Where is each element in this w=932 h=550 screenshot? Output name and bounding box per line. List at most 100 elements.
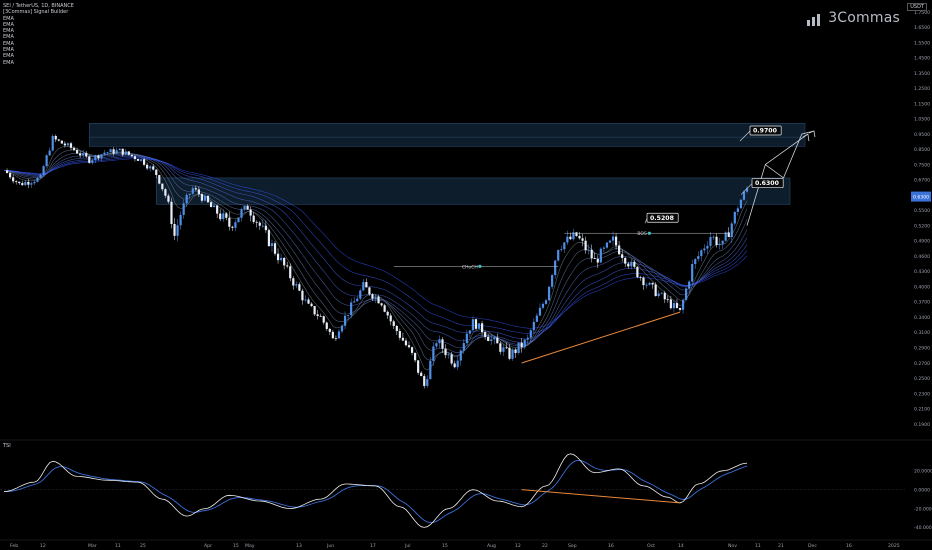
candle-body bbox=[319, 315, 322, 317]
price-tick-label: 0.1900 bbox=[914, 422, 930, 428]
candle-body bbox=[532, 321, 535, 331]
candle-body bbox=[505, 347, 508, 349]
candle-body bbox=[474, 319, 478, 329]
candle-body bbox=[280, 257, 283, 261]
tsi-title[interactable]: TSI bbox=[3, 443, 11, 449]
annotations: 0.9700 0.6300 0.5208 CHoCH BOS bbox=[393, 125, 816, 364]
candle-body bbox=[188, 193, 191, 195]
candle-body bbox=[197, 189, 200, 195]
candle-body bbox=[152, 166, 155, 170]
divergence-line-price bbox=[521, 311, 681, 364]
candle-body bbox=[164, 189, 167, 196]
brand-name: 3Commas bbox=[828, 10, 900, 26]
price-tick-label: 0.3700 bbox=[914, 300, 930, 306]
candle-body bbox=[636, 266, 639, 278]
candle-body bbox=[547, 286, 551, 301]
candle-body bbox=[685, 288, 688, 300]
candle-body bbox=[441, 339, 444, 349]
time-tick-label: 15 bbox=[442, 543, 448, 549]
candle-body bbox=[657, 293, 660, 297]
time-tick-label: 11 bbox=[115, 543, 121, 549]
candle-body bbox=[307, 299, 310, 304]
symbol-title[interactable]: SEI / TetherUS, 1D, BINANCE bbox=[3, 3, 74, 9]
candle-body bbox=[739, 199, 743, 209]
ema-label[interactable]: EMA bbox=[3, 53, 14, 60]
candle-body bbox=[206, 195, 210, 203]
candle-body bbox=[343, 315, 347, 326]
candle-body bbox=[703, 248, 706, 251]
candle-body bbox=[283, 257, 286, 266]
candle-body bbox=[112, 149, 115, 154]
ema-label[interactable]: EMA bbox=[3, 47, 14, 54]
candle-body bbox=[477, 323, 481, 329]
ema-label[interactable]: EMA bbox=[3, 28, 14, 35]
candle-body bbox=[185, 194, 188, 204]
candle-body bbox=[487, 336, 490, 341]
candle-body bbox=[681, 299, 685, 310]
candle-body bbox=[39, 174, 42, 178]
indicator-title[interactable]: [3Commas] Signal Builder bbox=[3, 9, 69, 16]
time-tick-label: 11 bbox=[755, 543, 761, 549]
candle-body bbox=[386, 311, 389, 316]
projection-arrow-icon bbox=[808, 130, 816, 138]
candle-body bbox=[337, 331, 341, 339]
currency-badge[interactable]: USDT bbox=[907, 3, 927, 11]
candle-body bbox=[69, 143, 73, 148]
candle-body bbox=[417, 360, 420, 373]
candle-body bbox=[736, 208, 739, 212]
candle-body bbox=[554, 260, 557, 276]
candle-body bbox=[730, 223, 733, 238]
candle-body bbox=[33, 181, 36, 184]
candle-body bbox=[630, 261, 633, 267]
candle-body bbox=[240, 209, 243, 218]
choch-dot-icon bbox=[478, 264, 482, 268]
candle-body bbox=[267, 230, 271, 247]
candle-body bbox=[356, 298, 359, 302]
candle-body bbox=[584, 240, 587, 251]
candle-body bbox=[173, 223, 176, 236]
candle-body bbox=[216, 205, 219, 214]
ema-label[interactable]: EMA bbox=[3, 40, 14, 47]
price-tick-label: 1.7500 bbox=[914, 10, 930, 16]
candle-body bbox=[60, 140, 63, 144]
candle-body bbox=[243, 205, 246, 210]
ema-label[interactable]: EMA bbox=[3, 59, 14, 66]
candle-body bbox=[121, 148, 124, 155]
candle-body bbox=[648, 282, 651, 285]
price-tick-label: 0.2100 bbox=[914, 407, 930, 413]
candle-body bbox=[450, 354, 453, 364]
candle-body bbox=[231, 226, 234, 228]
candle-body bbox=[237, 217, 240, 223]
candle-body bbox=[295, 284, 298, 286]
candle-body bbox=[368, 287, 371, 295]
candle-body bbox=[697, 256, 700, 260]
candle-body bbox=[569, 236, 572, 240]
candle-body bbox=[8, 173, 12, 178]
time-tick-label: May bbox=[245, 543, 255, 549]
price-tick-label: 1.1500 bbox=[914, 101, 930, 107]
candle-body bbox=[520, 342, 523, 348]
candle-body bbox=[310, 303, 313, 307]
candle-body bbox=[222, 213, 225, 220]
ema-label[interactable]: EMA bbox=[3, 15, 14, 22]
price-tick-label: 1.4500 bbox=[914, 56, 930, 62]
candle-body bbox=[426, 379, 429, 386]
candle-body bbox=[273, 243, 277, 254]
candle-body bbox=[575, 232, 578, 237]
price-axis[interactable]: 1.7500 1.6500 1.5500 1.4500 1.3500 1.2500 1.15… bbox=[911, 10, 931, 428]
time-tick-label: Jun bbox=[326, 543, 334, 549]
ema-label[interactable]: EMA bbox=[3, 21, 14, 28]
candle-body bbox=[225, 213, 228, 218]
candle-body bbox=[395, 325, 398, 332]
price-tick-label: 0.2900 bbox=[914, 346, 930, 352]
candle-body bbox=[669, 299, 672, 309]
target-top-label-leader bbox=[739, 130, 751, 142]
candle-body bbox=[596, 258, 599, 263]
candle-body bbox=[675, 303, 679, 308]
price-tick-label: 0.7500 bbox=[914, 162, 930, 168]
candle-body bbox=[313, 306, 316, 315]
candle-body bbox=[158, 175, 161, 184]
ema-label[interactable]: EMA bbox=[3, 34, 14, 41]
time-axis[interactable]: Feb 12 Mar 11 25 Apr 15 May 13 Jun 17 Jul 15 Aug 12 22 S… bbox=[0, 539, 932, 549]
